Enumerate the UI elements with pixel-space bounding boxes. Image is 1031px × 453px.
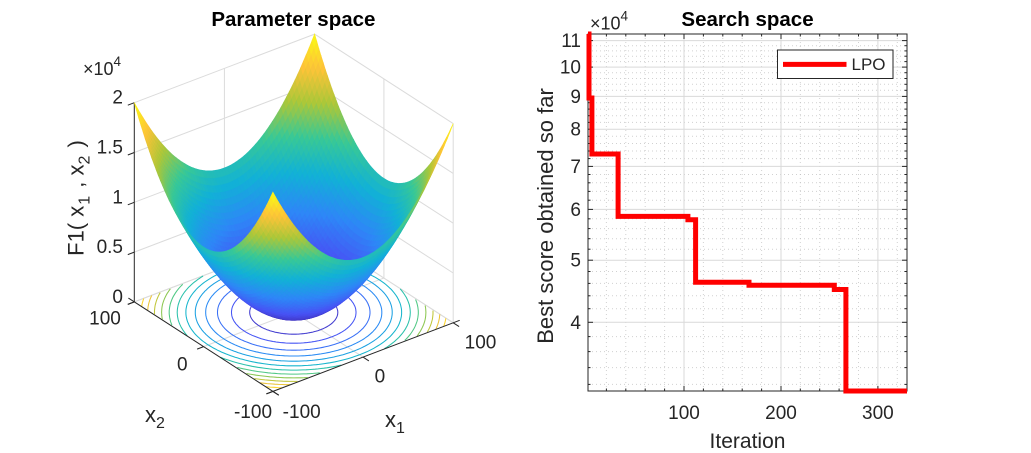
svg-text:4: 4 <box>570 313 581 334</box>
svg-text:0.5: 0.5 <box>97 237 123 258</box>
svg-text:100: 100 <box>465 333 497 354</box>
svg-text:100: 100 <box>89 309 121 330</box>
svg-text:-100: -100 <box>234 402 272 423</box>
svg-text:11: 11 <box>561 31 581 52</box>
svg-text:0: 0 <box>177 354 188 375</box>
svg-text:Search space: Search space <box>681 8 813 31</box>
svg-text:9: 9 <box>570 87 581 108</box>
svg-text:0: 0 <box>375 367 386 388</box>
svg-text:10: 10 <box>560 58 581 79</box>
svg-text:7: 7 <box>570 157 581 178</box>
svg-text:Parameter space: Parameter space <box>211 8 375 31</box>
svg-text:2: 2 <box>112 88 123 109</box>
svg-text:0: 0 <box>112 287 123 308</box>
svg-text:100: 100 <box>668 403 700 424</box>
svg-text:LPO: LPO <box>852 55 886 74</box>
svg-text:6: 6 <box>570 200 581 221</box>
svg-text:300: 300 <box>862 403 894 424</box>
svg-text:5: 5 <box>570 251 581 272</box>
svg-text:1: 1 <box>112 187 123 208</box>
svg-text:8: 8 <box>570 120 581 141</box>
svg-text:Iteration: Iteration <box>710 430 786 453</box>
svg-text:1.5: 1.5 <box>97 138 123 159</box>
svg-text:-100: -100 <box>283 402 321 423</box>
svg-text:200: 200 <box>765 403 797 424</box>
svg-text:Best score obtained so far: Best score obtained so far <box>533 88 558 344</box>
